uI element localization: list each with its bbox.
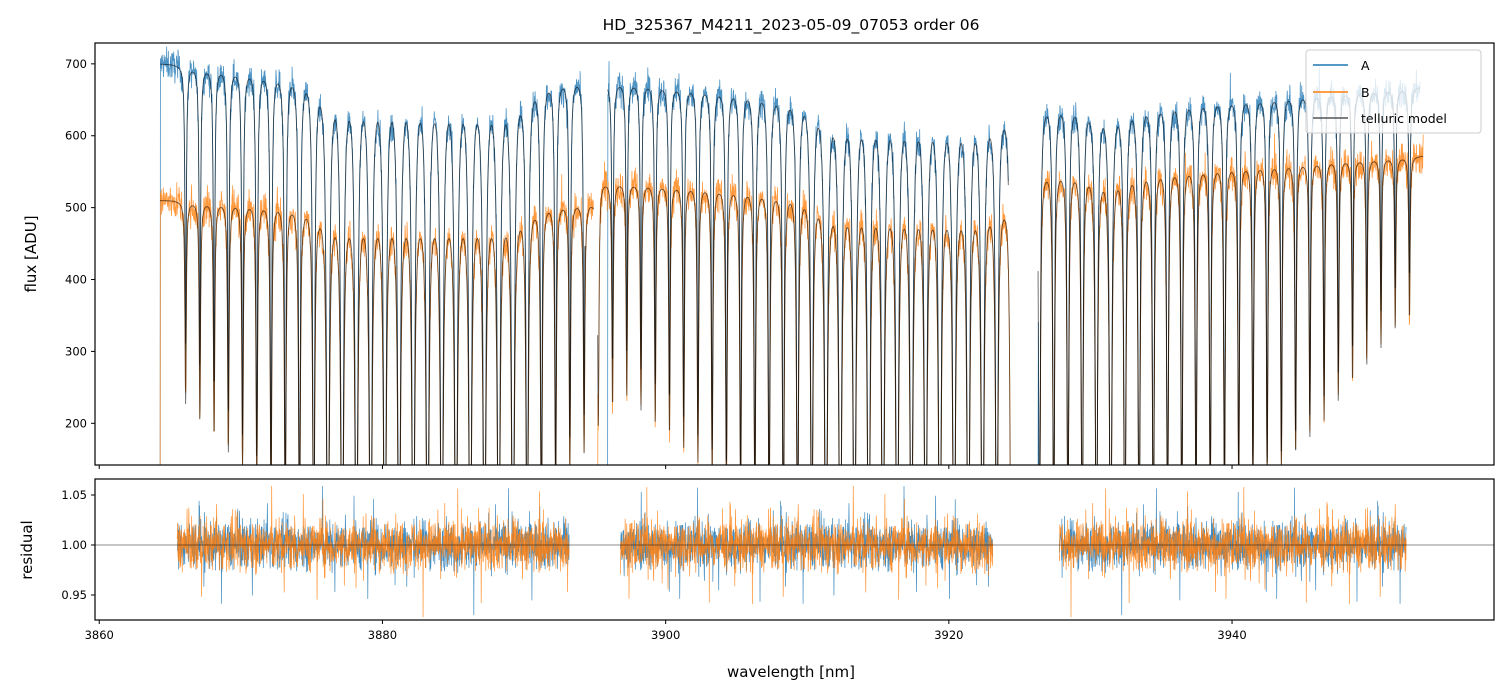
- legend: A B telluric model: [1305, 49, 1482, 134]
- residual-axes-frame: [94, 478, 1495, 621]
- chart-title: HD_325367_M4211_2023-05-09_07053 order 0…: [603, 16, 980, 35]
- x-tick-label: 3940: [1217, 628, 1246, 642]
- telluric-model-b-segment-2: [597, 186, 1011, 465]
- residual-b-segment-3: [1058, 487, 1407, 618]
- top-axes-ticks: 200 300 400 500 600 700: [65, 57, 1233, 469]
- legend-label-model: telluric model: [1361, 111, 1447, 126]
- residual-y-tick-label: 0.95: [61, 588, 87, 602]
- series-a-segment-3: [1037, 67, 1421, 465]
- top-y-tick-label: 500: [65, 201, 87, 215]
- top-y-axis-label: flux [ADU]: [22, 215, 40, 292]
- residual-b-segment-2: [619, 485, 994, 605]
- top-y-tick-label: 300: [65, 344, 87, 358]
- telluric-model-a-segment-1: [160, 63, 586, 465]
- series-b-segment-2: [597, 161, 1011, 465]
- x-axis-label: wavelength [nm]: [727, 663, 855, 681]
- x-tick-label: 3900: [651, 628, 680, 642]
- residual-y-tick-label: 1.00: [61, 538, 87, 552]
- legend-label-b: B: [1361, 85, 1370, 100]
- top-y-tick-label: 700: [65, 57, 87, 71]
- telluric-model-b-segment-1: [160, 200, 594, 465]
- top-plot-area: [159, 46, 1424, 465]
- residual-plot-area: [95, 485, 1494, 618]
- telluric-model-a-segment-3: [1037, 87, 1421, 465]
- top-y-tick-label: 600: [65, 129, 87, 143]
- legend-box: [1305, 49, 1482, 134]
- top-y-tick-label: 200: [65, 416, 87, 430]
- series-b-segment-1: [159, 174, 594, 465]
- residual-y-tick-label: 1.05: [61, 488, 87, 502]
- x-tick-label: 3860: [85, 628, 114, 642]
- residual-y-axis-label: residual: [18, 520, 36, 579]
- legend-label-a: A: [1361, 58, 1370, 73]
- top-axes-frame: [94, 42, 1495, 466]
- x-tick-label: 3880: [368, 628, 397, 642]
- x-tick-label: 3920: [934, 628, 963, 642]
- top-y-tick-label: 400: [65, 273, 87, 287]
- series-b-segment-3: [1039, 133, 1424, 465]
- telluric-model-b-segment-3: [1039, 155, 1424, 465]
- residual-axes-ticks: 3860 3880 3900 3920 3940 0.95 1.00 1.05: [61, 488, 1246, 642]
